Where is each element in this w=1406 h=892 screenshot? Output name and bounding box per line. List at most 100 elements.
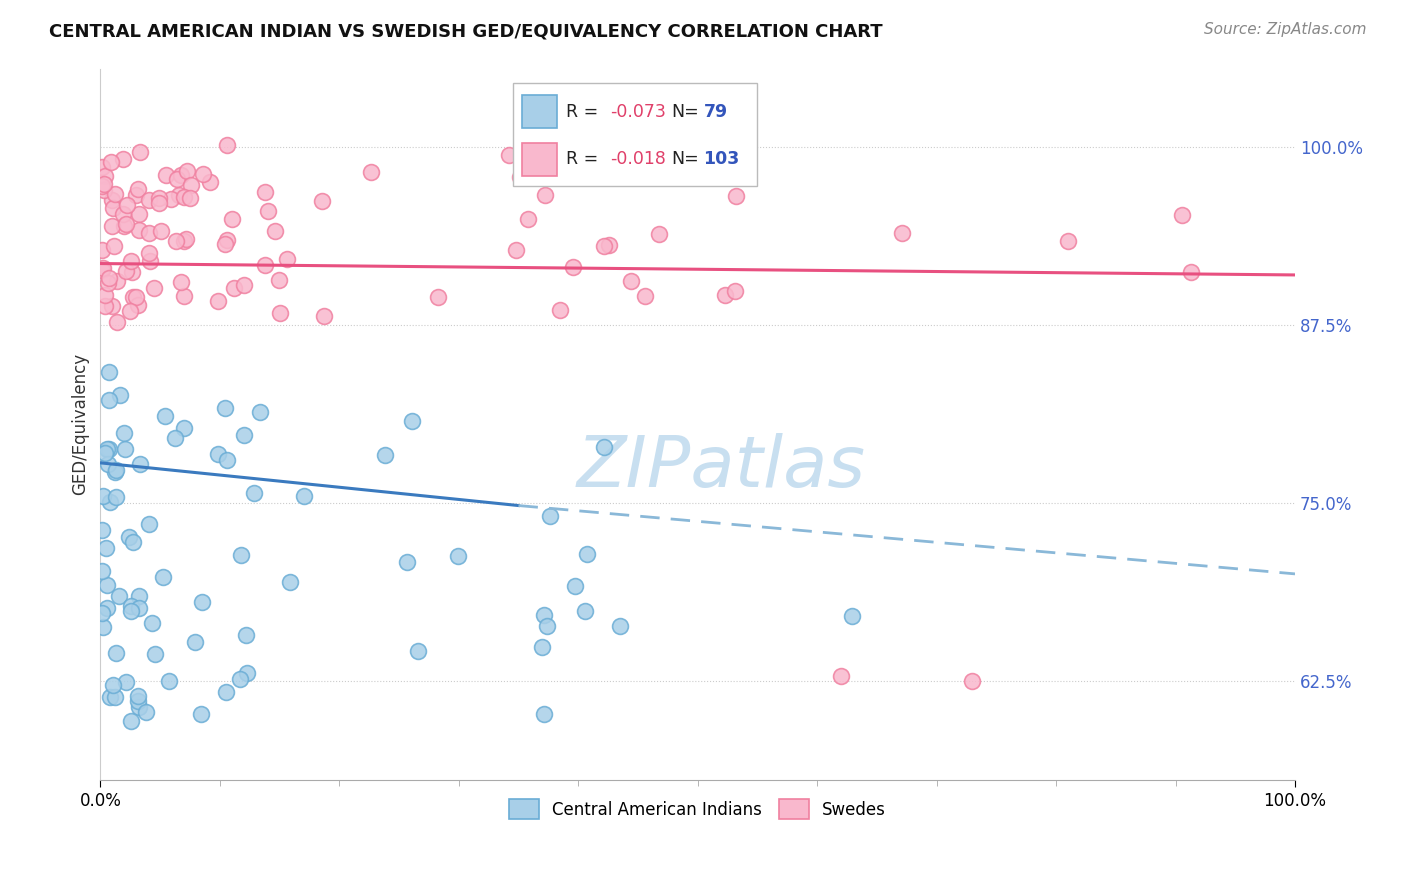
Point [224,281,246,295]
Point [90,564,112,578]
Point [114,264,136,278]
Text: Source: ZipAtlas.com: Source: ZipAtlas.com [1204,22,1367,37]
Point [91,606,114,620]
Point [533,707,555,722]
Point [276,252,298,267]
Point [111,206,134,220]
Point [101,193,124,207]
Point [97,457,120,471]
Point [228,672,250,686]
Text: CENTRAL AMERICAN INDIAN VS SWEDISH GED/EQUIVALENCY CORRELATION CHART: CENTRAL AMERICAN INDIAN VS SWEDISH GED/E… [49,22,883,40]
Point [103,239,125,253]
Point [447,549,470,564]
Point [548,302,571,317]
Point [159,673,181,688]
Point [221,212,243,227]
Point [112,426,135,441]
Point [128,600,150,615]
Point [127,694,149,708]
Point [292,489,315,503]
Point [98,690,121,704]
Point [100,154,122,169]
Point [155,169,177,183]
Point [104,462,127,476]
Point [593,239,616,253]
Point [97,393,120,408]
Point [104,690,127,704]
Point [93,445,115,459]
Point [105,315,128,329]
Point [191,595,214,609]
Point [139,253,162,268]
Point [374,448,396,462]
Point [128,700,150,714]
Point [120,714,142,729]
Point [104,186,127,201]
Point [217,453,239,467]
Point [93,178,115,192]
Point [179,191,201,205]
Point [122,535,145,549]
Point [562,260,585,274]
Point [97,442,120,456]
Point [312,309,335,323]
Point [121,265,143,279]
Point [269,273,291,287]
Point [98,494,121,508]
Point [173,234,195,248]
Point [498,148,520,162]
Point [401,414,423,428]
Point [564,578,586,592]
Point [127,182,149,196]
Point [962,673,984,688]
Point [125,290,148,304]
Point [91,490,114,504]
Point [91,620,114,634]
Point [214,236,236,251]
Point [94,288,117,302]
Point [104,646,127,660]
Point [120,599,142,613]
Point [509,169,531,184]
Point [152,570,174,584]
Point [93,183,115,197]
Point [176,164,198,178]
Point [620,274,643,288]
Point [517,212,540,227]
Point [101,201,124,215]
Point [1057,234,1080,248]
Point [231,549,253,563]
Point [576,547,599,561]
Point [170,168,193,182]
Point [125,187,148,202]
Point [647,227,669,242]
Point [90,178,112,193]
Point [173,190,195,204]
Point [215,137,238,152]
Point [190,707,212,722]
Point [592,440,614,454]
Point [233,428,256,442]
Point [98,271,121,285]
Point [360,164,382,178]
Point [180,178,202,192]
Point [598,238,620,252]
Legend: Central American Indians, Swedes: Central American Indians, Swedes [502,793,893,825]
Point [90,160,112,174]
Point [173,421,195,435]
Point [254,185,277,199]
Point [128,222,150,236]
Point [141,616,163,631]
Point [142,280,165,294]
Point [723,284,745,298]
Point [97,365,120,379]
Point [1170,208,1192,222]
Point [138,193,160,207]
Point [118,530,141,544]
Text: ZIPatlas: ZIPatlas [576,433,866,501]
Point [165,235,187,249]
Point [427,290,450,304]
Point [214,401,236,415]
Point [96,578,118,592]
Point [145,647,167,661]
